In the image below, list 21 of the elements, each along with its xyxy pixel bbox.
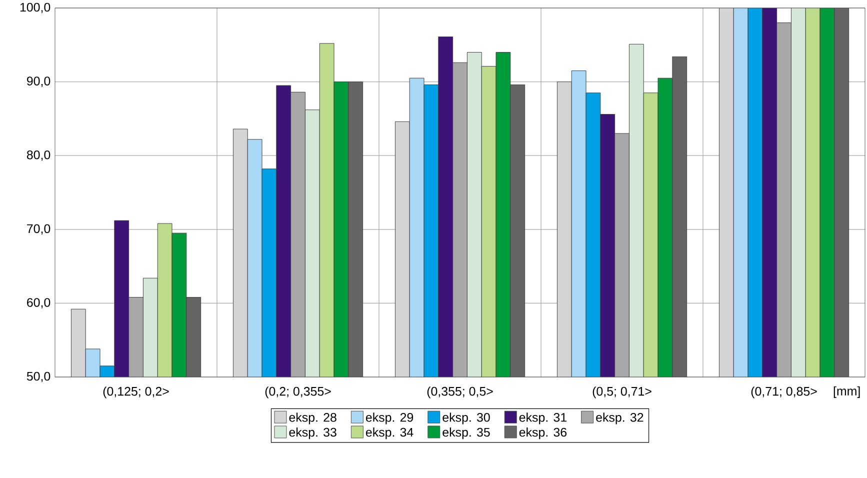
y-tick-label: 60,0	[27, 298, 50, 308]
legend-label: eksp. 35	[442, 428, 490, 440]
legend-label: eksp. 34	[366, 428, 414, 440]
legend-label: eksp. 28	[289, 412, 336, 424]
x-tick-label: (0,71; 0,85>	[751, 386, 817, 398]
x-tick-label: (0,2; 0,355>	[265, 386, 331, 398]
x-tick-label: (0,125; 0,2>	[103, 386, 169, 398]
y-tick-label: 100,0	[20, 2, 50, 14]
legend-label: eksp. 31	[519, 412, 566, 424]
legend-label: eksp. 33	[289, 428, 336, 440]
x-tick-label: (0,5; 0,71>	[592, 386, 652, 398]
y-tick-label: 70,0	[27, 224, 50, 235]
x-tick-label: (0,355; 0,5>	[427, 386, 493, 398]
legend-label: eksp. 30	[442, 412, 490, 424]
legend-label: eksp. 29	[366, 412, 414, 424]
y-tick-label: 80,0	[26, 150, 50, 161]
x-axis-title: [mm]	[834, 386, 860, 398]
legend-label: eksp. 36	[519, 428, 567, 440]
legend-label: eksp. 32	[596, 412, 644, 424]
y-tick-label: 50,0	[26, 372, 50, 382]
y-tick-label: 90,0	[26, 76, 50, 87]
